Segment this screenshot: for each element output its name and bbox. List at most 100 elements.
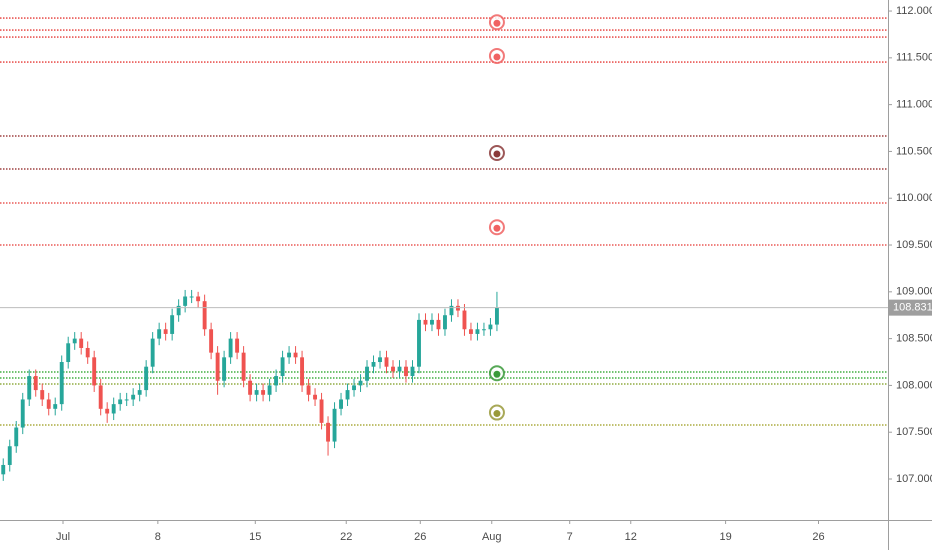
candle-body	[443, 315, 447, 330]
candle-body	[137, 390, 142, 395]
candle-body	[352, 385, 356, 391]
candle-body	[111, 404, 116, 414]
candle-body	[1, 464, 6, 475]
x-tick-label: Jul	[56, 531, 70, 543]
candle-body	[124, 399, 129, 401]
candle-body	[404, 366, 408, 377]
y-tick-label: 109.500	[896, 239, 932, 251]
candle-body	[196, 296, 201, 302]
candle-body	[209, 329, 214, 353]
y-tick-label: 107.500	[896, 426, 932, 438]
candle-body	[157, 329, 162, 339]
candle-body	[261, 390, 266, 395]
candle-body	[105, 408, 110, 414]
x-tick-label: Aug	[482, 531, 502, 543]
candle-body	[189, 296, 194, 298]
candle-body	[423, 319, 428, 325]
candle-body	[462, 310, 467, 330]
marker-dot	[493, 370, 501, 378]
x-tick-label: 19	[719, 531, 731, 543]
y-tick-label: 111.000	[896, 99, 932, 111]
x-tick-label: 7	[567, 531, 573, 543]
candle-body	[222, 357, 227, 381]
candle-body	[384, 357, 389, 367]
x-tick-label: 8	[155, 531, 161, 543]
candle-body	[118, 399, 123, 405]
candle-body	[397, 366, 402, 372]
marker-dot	[493, 19, 501, 27]
candle-body	[475, 329, 480, 334]
candle-body	[365, 366, 369, 381]
y-tick-label: 108.000	[896, 379, 932, 391]
candle-body	[98, 385, 103, 409]
candle-body	[33, 376, 38, 391]
candle-body	[59, 362, 64, 405]
candle-body	[228, 338, 233, 358]
candle-body	[469, 329, 473, 334]
y-tick-label: 112.000	[896, 5, 932, 17]
x-tick-label: 12	[625, 531, 637, 543]
candle-body	[319, 399, 324, 423]
candle-body	[131, 394, 136, 400]
candle-body	[46, 399, 51, 409]
candle-body	[449, 305, 454, 316]
candle-body	[287, 352, 292, 358]
candle-body	[391, 366, 395, 372]
candle-body	[326, 422, 330, 442]
candle-body	[183, 296, 188, 306]
candle-body	[494, 307, 499, 325]
candle-body	[488, 324, 493, 330]
candle-body	[254, 390, 259, 395]
marker-dot	[493, 53, 501, 61]
candle-body	[332, 408, 337, 442]
candle-body	[456, 305, 460, 311]
candle-body	[202, 301, 207, 330]
y-tick-label: 109.000	[896, 286, 932, 298]
candle-body	[40, 390, 45, 400]
candle-body	[150, 338, 155, 367]
candle-body	[79, 338, 84, 348]
candle-body	[66, 343, 71, 363]
candle-body	[72, 338, 77, 344]
y-tick-label: 110.000	[896, 192, 932, 204]
candle-body	[27, 376, 32, 400]
candle-body	[215, 352, 220, 381]
candle-body	[430, 319, 434, 325]
candle-body	[313, 394, 318, 400]
y-tick-label: 108.500	[896, 333, 932, 345]
x-tick-label: 22	[340, 531, 352, 543]
candle-body	[248, 380, 253, 395]
candle-body	[280, 357, 285, 377]
candle-body	[144, 366, 149, 391]
candle-body	[293, 352, 298, 358]
candle-body	[7, 446, 12, 465]
candle-body	[170, 315, 175, 334]
candle-body	[306, 385, 311, 395]
candle-body	[92, 357, 97, 386]
marker-dot	[493, 150, 501, 158]
x-tick-label: 15	[249, 531, 261, 543]
candle-body	[371, 362, 376, 367]
candle-body	[176, 305, 181, 316]
candle-body	[410, 366, 415, 377]
marker-dot	[493, 224, 501, 232]
y-tick-label: 110.500	[896, 145, 932, 157]
candle-body	[267, 385, 272, 395]
candle-body	[53, 404, 58, 409]
candle-body	[163, 329, 168, 334]
current-price-label: 108.831	[893, 302, 932, 314]
x-tick-label: 26	[812, 531, 824, 543]
candle-body	[20, 399, 25, 428]
candle-body	[235, 338, 240, 353]
candle-body	[345, 390, 350, 400]
candle-body	[339, 399, 343, 409]
marker-dot	[493, 410, 501, 418]
candle-body	[417, 319, 421, 367]
y-tick-label: 107.000	[896, 473, 932, 485]
y-tick-label: 111.500	[896, 52, 932, 64]
candle-body	[274, 376, 279, 386]
candle-body	[300, 357, 305, 386]
current-price-box	[889, 299, 932, 316]
